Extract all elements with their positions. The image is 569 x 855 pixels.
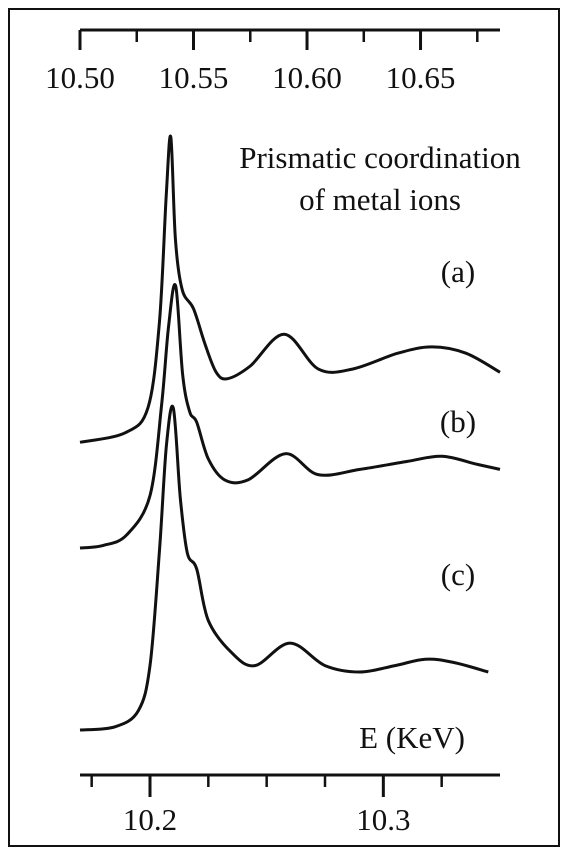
top-axis: 10.50 10.55 10.60 10.65 bbox=[45, 28, 500, 95]
spectra-curves bbox=[79, 134, 501, 732]
top-tick-label: 10.55 bbox=[159, 60, 229, 95]
bottom-tick-label: 10.2 bbox=[123, 802, 177, 837]
top-tick-label: 10.60 bbox=[272, 60, 342, 95]
series-label-c: (c) bbox=[441, 557, 475, 592]
spectrum-line-c bbox=[79, 404, 489, 732]
series-label-b: (b) bbox=[440, 404, 476, 439]
annotation-line-1: Prismatic coordination bbox=[239, 140, 521, 175]
bottom-axis: 10.2 10.3 bbox=[80, 773, 500, 837]
spectrum-line-a bbox=[79, 134, 501, 444]
bottom-tick-label: 10.3 bbox=[356, 802, 410, 837]
series-label-a: (a) bbox=[441, 254, 475, 289]
annotation-line-2: of metal ions bbox=[299, 182, 461, 217]
spectrum-line-b bbox=[79, 283, 501, 550]
top-tick-label: 10.65 bbox=[386, 60, 456, 95]
figure-border bbox=[8, 8, 560, 847]
top-tick-label: 10.50 bbox=[45, 60, 115, 95]
x-axis-label: E (KeV) bbox=[359, 720, 465, 755]
